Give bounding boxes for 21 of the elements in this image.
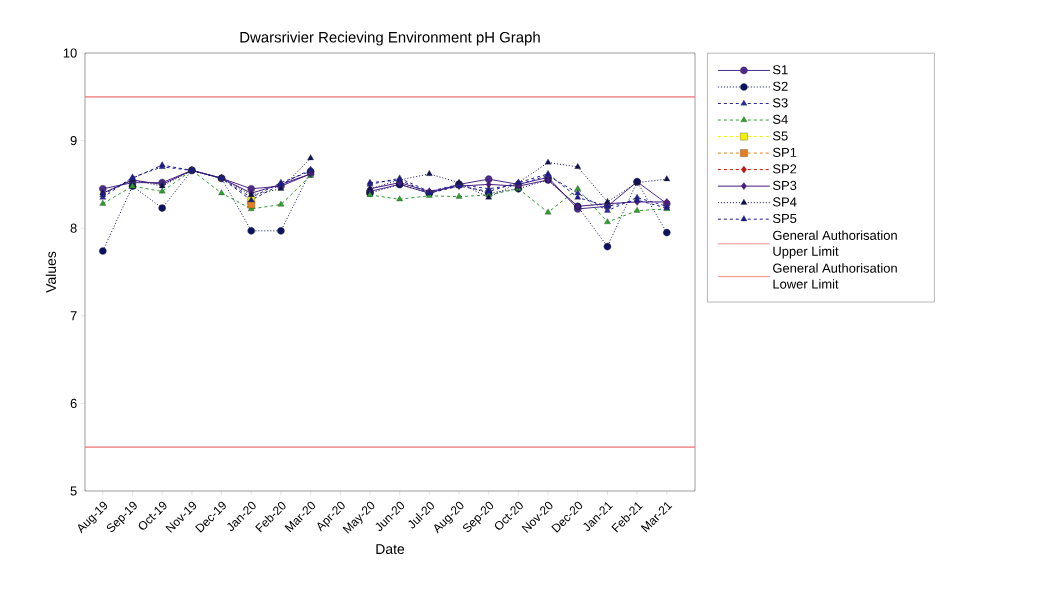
legend-label: General Authorisation Lower Limit xyxy=(773,263,897,289)
legend-label: S2 xyxy=(772,81,788,91)
legend-label: General Authorisation Upper Limit xyxy=(773,230,897,259)
y-tick-label: 8 xyxy=(70,223,77,233)
legend-label: S5 xyxy=(772,131,788,141)
y-tick-label: 6 xyxy=(70,398,77,408)
chart-title: Dwarsrivier Recieving Environment pH Graph xyxy=(240,31,540,46)
legend-label: SP3 xyxy=(772,180,797,191)
x-axis-title: Date xyxy=(376,544,405,555)
y-tick-label: 7 xyxy=(70,311,77,321)
y-tick-label: 5 xyxy=(70,486,77,496)
y-tick-label: 10 xyxy=(63,48,77,58)
legend-label: SP4 xyxy=(772,197,797,207)
legend-label: SP2 xyxy=(772,164,797,174)
legend-label: S3 xyxy=(772,98,788,108)
y-axis-title: Values xyxy=(45,251,56,293)
y-tick-label: 9 xyxy=(70,136,77,146)
legend-label: SP1 xyxy=(772,147,797,157)
legend-label: SP5 xyxy=(772,213,797,224)
legend-label: S1 xyxy=(772,65,788,75)
legend-label: S4 xyxy=(772,114,788,124)
